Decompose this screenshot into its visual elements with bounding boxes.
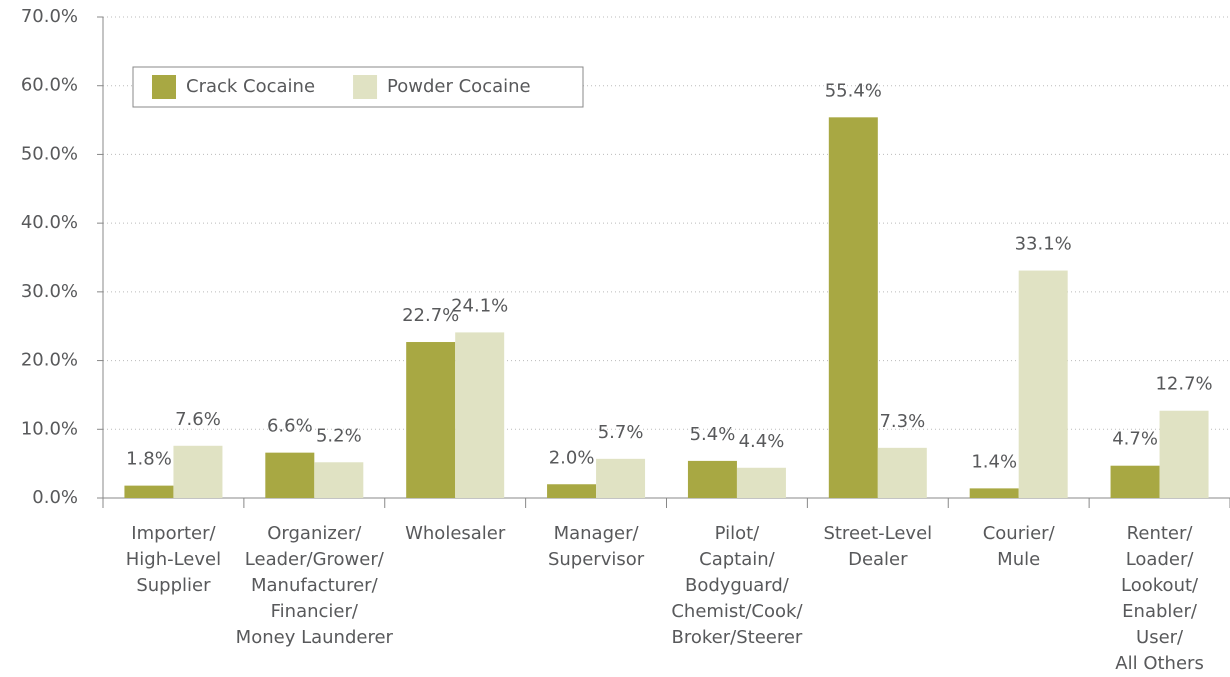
bar (265, 452, 315, 498)
value-label: 4.4% (739, 431, 785, 452)
bar (406, 342, 456, 498)
y-tick-label: 50.0% (21, 143, 78, 164)
value-label: 6.6% (267, 416, 313, 437)
value-label: 7.3% (879, 411, 925, 432)
x-tick-label: Renter/Loader/Lookout/Enabler/User/All O… (1115, 523, 1204, 674)
bar (1018, 270, 1068, 498)
bar (969, 488, 1019, 498)
bar (314, 462, 364, 498)
value-label: 5.2% (316, 425, 362, 446)
bar (877, 447, 927, 498)
value-label: 4.7% (1112, 429, 1158, 450)
y-tick-label: 70.0% (21, 6, 78, 27)
value-label: 7.6% (175, 409, 221, 430)
value-label: 12.7% (1155, 374, 1212, 395)
bar (687, 460, 737, 498)
y-tick-label: 40.0% (21, 212, 78, 233)
legend-swatch (152, 75, 176, 99)
value-label: 5.4% (690, 424, 736, 445)
value-label: 5.7% (598, 422, 644, 443)
bar (1110, 465, 1160, 498)
legend: Crack Cocaine Powder Cocaine (132, 66, 584, 108)
y-tick-label: 60.0% (21, 75, 78, 96)
y-tick-label: 20.0% (21, 350, 78, 371)
value-label: 1.4% (971, 451, 1017, 472)
bar (124, 485, 174, 498)
x-tick-label: Pilot/Captain/Bodyguard/Chemist/Cook/Bro… (671, 523, 803, 648)
value-label: 33.1% (1015, 234, 1072, 255)
bar (173, 445, 223, 498)
bar (1159, 410, 1209, 498)
value-label: 1.8% (126, 449, 172, 470)
x-tick-label: Street-Level Dealer (823, 523, 932, 570)
x-tick-label: Organizer/Leader/Grower/Manufacturer/Fin… (236, 523, 394, 648)
value-label: 22.7% (402, 305, 459, 326)
legend-label: Powder Cocaine (387, 76, 531, 97)
bar (828, 117, 878, 498)
x-tick-label: Importer/High-Level Supplier (126, 523, 221, 596)
value-label: 55.4% (825, 80, 882, 101)
bar (596, 458, 646, 498)
x-tick-label: Manager/Supervisor (548, 523, 645, 570)
y-tick-label: 10.0% (21, 418, 78, 439)
legend-swatch (353, 75, 378, 99)
x-tick-label: Wholesaler (405, 523, 506, 544)
bar (736, 467, 786, 498)
bar (455, 332, 505, 498)
y-tick-label: 30.0% (21, 281, 78, 302)
y-tick-label: 0.0% (32, 487, 78, 508)
x-tick-label: Courier/Mule (983, 523, 1056, 570)
value-label: 24.1% (451, 295, 508, 316)
legend-label: Crack Cocaine (186, 76, 315, 97)
value-label: 2.0% (549, 447, 595, 468)
bar (547, 484, 597, 498)
